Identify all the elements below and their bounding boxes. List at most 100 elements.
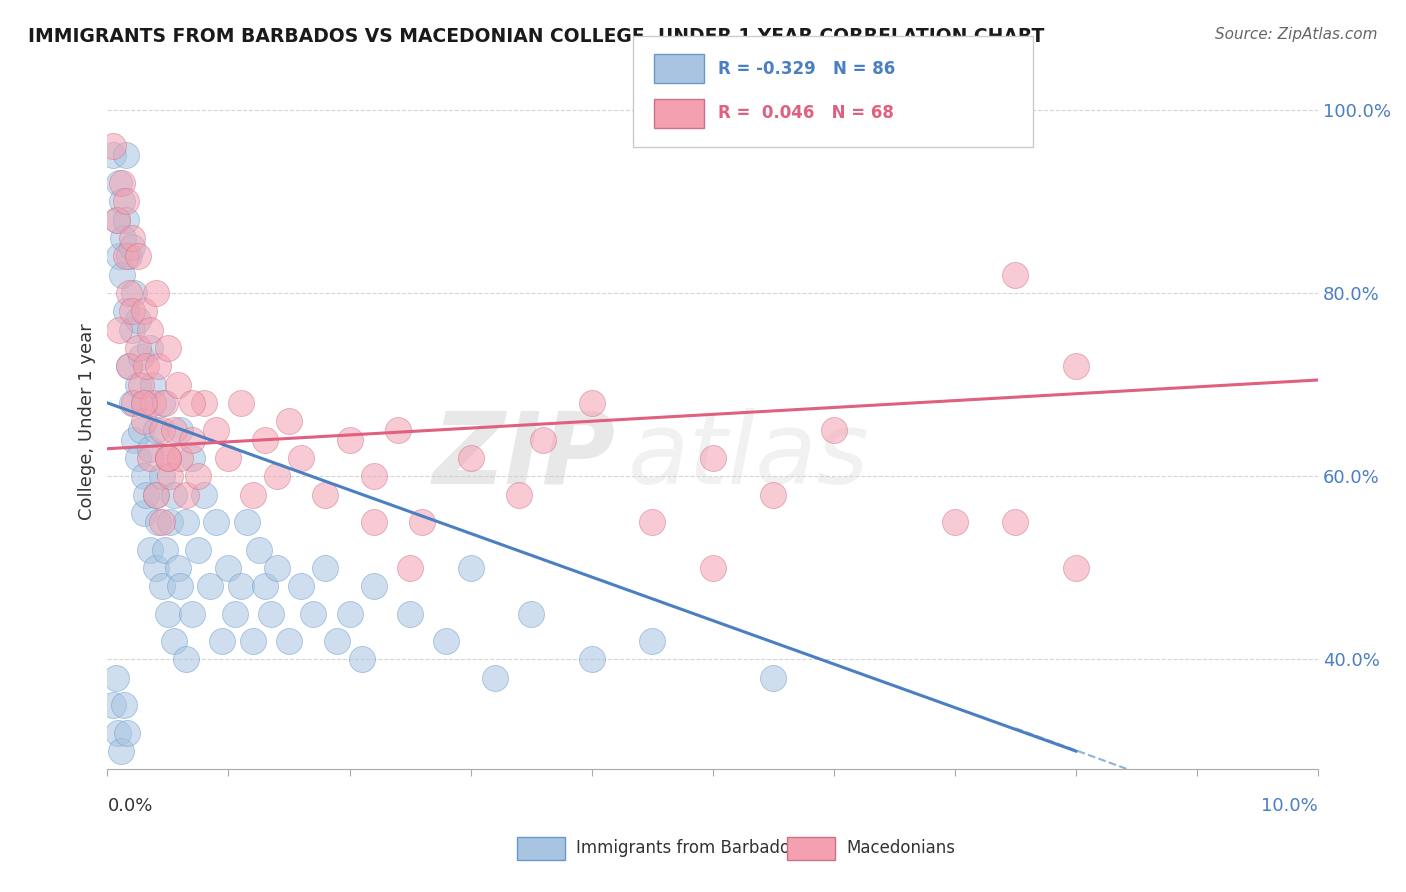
Point [531,433,554,447]
Point [169,579,191,593]
Point [132,414,155,428]
Text: IMMIGRANTS FROM BARBADOS VS MACEDONIAN COLLEGE, UNDER 1 YEAR CORRELATION CHART: IMMIGRANTS FROM BARBADOS VS MACEDONIAN C… [28,27,1045,45]
Point [135,487,157,501]
Point [110,744,132,758]
Point [127,313,149,327]
Text: R = -0.329   N = 86: R = -0.329 N = 86 [718,60,896,78]
Point [363,469,385,483]
Point [103,139,125,153]
Point [114,194,136,209]
Point [166,377,188,392]
Point [159,515,181,529]
Point [132,396,155,410]
Point [145,561,167,575]
Point [145,285,167,300]
Point [314,487,336,501]
Point [139,542,162,557]
Point [166,561,188,575]
Point [103,148,125,162]
Text: Immigrants from Barbados: Immigrants from Barbados [576,839,800,857]
Point [127,341,149,355]
Point [163,487,186,501]
Point [150,579,173,593]
Point [260,607,283,621]
Point [943,515,966,529]
Point [581,652,603,666]
Point [641,515,664,529]
Point [103,698,125,713]
Point [108,322,131,336]
Point [823,423,845,437]
Point [290,450,312,465]
Point [242,634,264,648]
Point [520,607,543,621]
Text: ZIP: ZIP [433,408,616,505]
Point [127,377,149,392]
Point [229,579,252,593]
Point [105,212,128,227]
Point [205,515,228,529]
Point [205,423,228,437]
Point [150,515,173,529]
Point [181,450,204,465]
Y-axis label: College, Under 1 year: College, Under 1 year [79,323,96,519]
Point [132,304,155,318]
Point [111,194,134,209]
Point [112,231,135,245]
Point [118,249,141,263]
Point [174,515,197,529]
Point [129,377,152,392]
Point [702,561,724,575]
Point [115,726,138,740]
Point [127,450,149,465]
Point [1064,359,1087,374]
Point [129,423,152,437]
Point [169,450,191,465]
Text: 0.0%: 0.0% [107,797,153,815]
Point [150,396,173,410]
Point [181,607,204,621]
Point [163,423,186,437]
Point [150,469,173,483]
Point [399,607,422,621]
Point [142,377,165,392]
Point [339,433,361,447]
Point [1004,268,1026,282]
Point [278,634,301,648]
Point [1064,561,1087,575]
Point [187,469,209,483]
Point [411,515,433,529]
Point [762,671,785,685]
Point [253,579,276,593]
Point [122,396,145,410]
Point [156,450,179,465]
Point [181,433,204,447]
Point [242,487,264,501]
Point [1004,515,1026,529]
Point [114,148,136,162]
Point [702,450,724,465]
Point [484,671,506,685]
Point [363,579,385,593]
Point [363,515,385,529]
Point [139,442,162,456]
Point [156,450,179,465]
Point [132,506,155,520]
Text: atlas: atlas [628,408,870,505]
Point [326,634,349,648]
Text: Macedonians: Macedonians [846,839,956,857]
Text: Source: ZipAtlas.com: Source: ZipAtlas.com [1215,27,1378,42]
Point [114,304,136,318]
Point [217,450,239,465]
Point [200,579,222,593]
Point [114,249,136,263]
Point [641,634,664,648]
Point [145,487,167,501]
Point [339,607,361,621]
Text: 10.0%: 10.0% [1261,797,1319,815]
Point [387,423,409,437]
Point [122,433,145,447]
Point [399,561,422,575]
Point [121,396,143,410]
Point [156,341,179,355]
